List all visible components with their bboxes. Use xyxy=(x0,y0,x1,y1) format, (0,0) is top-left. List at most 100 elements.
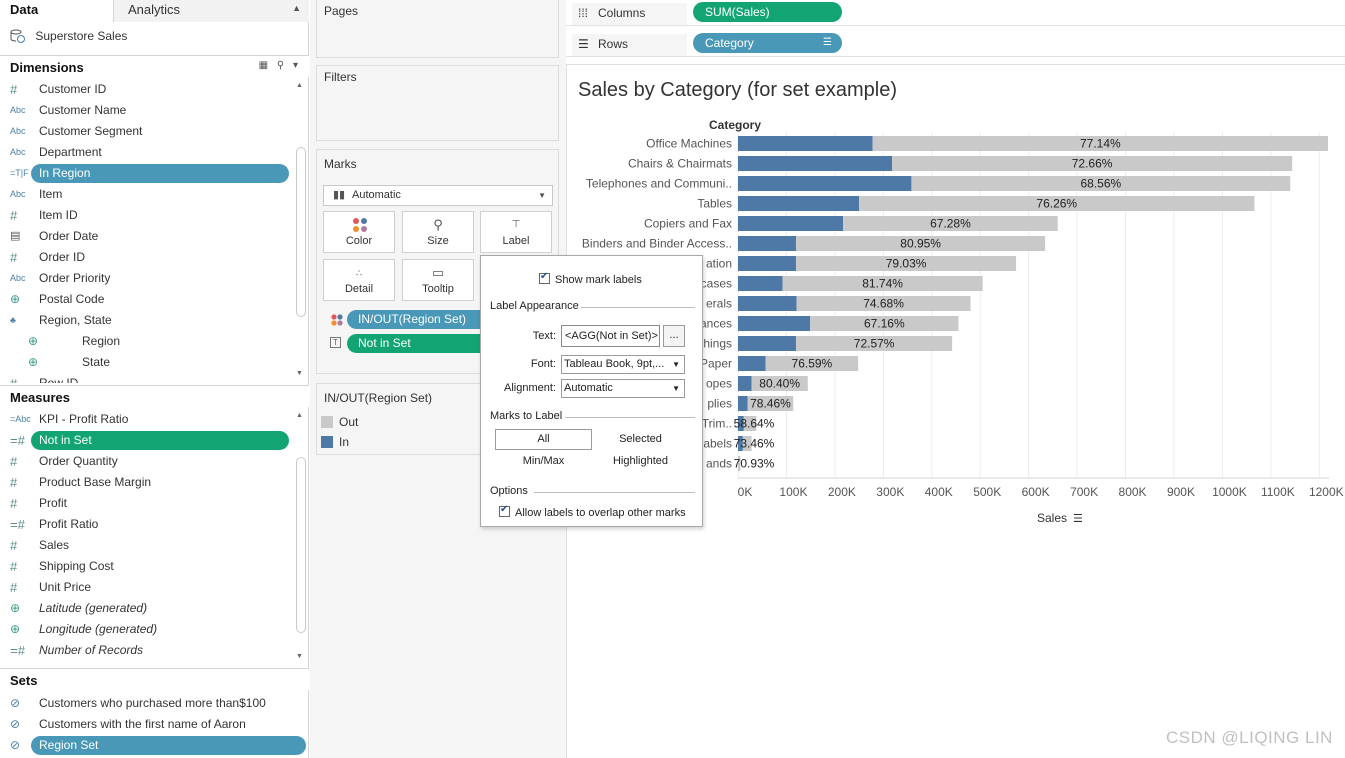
tooltip-button[interactable]: ▭ Tooltip xyxy=(402,259,474,301)
field-unit-price[interactable]: # Unit Price xyxy=(0,577,293,598)
marks-to-label-highlighted[interactable]: Highlighted xyxy=(612,455,669,467)
measures-scroll-thumb[interactable] xyxy=(296,457,306,633)
sum-sales-pill[interactable]: SUM(Sales) xyxy=(693,2,842,22)
field-not-in-set[interactable]: =# Not in Set xyxy=(0,430,293,451)
bool-type-icon: =T|F xyxy=(10,168,29,178)
field-latitude-generated[interactable]: ⊕ Latitude (generated) xyxy=(0,598,293,619)
allow-overlap-checkbox[interactable] xyxy=(499,504,510,517)
data-label: 67.28% xyxy=(930,217,971,231)
label-button[interactable]: ⊤ Label xyxy=(480,211,552,253)
field-item[interactable]: Abc Item xyxy=(0,184,293,205)
legend-label-in: In xyxy=(339,435,350,449)
field-state[interactable]: ⊕ State xyxy=(0,352,293,373)
color-button[interactable]: Color xyxy=(323,211,395,253)
show-mark-labels-checkbox[interactable] xyxy=(539,271,550,284)
dimensions-scrollbar[interactable]: ▲ ▼ xyxy=(294,79,308,383)
field-profit[interactable]: # Profit xyxy=(0,493,293,514)
category-label: ances xyxy=(700,317,732,331)
color-icon xyxy=(353,218,367,232)
scroll-up-icon[interactable]: ▲ xyxy=(296,82,303,89)
scroll-up-icon[interactable]: ▲ xyxy=(296,412,303,419)
show-mark-labels-row[interactable]: Show mark labels xyxy=(539,271,642,286)
set-item[interactable]: ⊘ Customers with the first name of Aaron xyxy=(0,714,309,735)
field-number-of-records[interactable]: =# Number of Records xyxy=(0,640,293,661)
field-order-date[interactable]: ▤ Order Date xyxy=(0,226,293,247)
x-tick-label: 1000K xyxy=(1212,485,1247,499)
alignment-dropdown-value: Automatic xyxy=(564,382,613,394)
field-label: Number of Records xyxy=(39,643,144,657)
field-region-state[interactable]: ♣ Region, State xyxy=(0,310,293,331)
field-longitude-generated[interactable]: ⊕ Longitude (generated) xyxy=(0,619,293,640)
dimensions-title: Dimensions xyxy=(10,60,84,75)
globe-type-icon: ⊕ xyxy=(10,601,21,615)
inout-region-set-pill[interactable]: IN/OUT(Region Set) xyxy=(347,310,497,329)
filters-shelf[interactable]: Filters xyxy=(316,65,559,141)
category-header[interactable]: Category xyxy=(709,118,762,132)
legend-item-in[interactable]: In xyxy=(317,432,558,452)
scroll-down-icon[interactable]: ▼ xyxy=(296,370,303,377)
chevron-down-icon[interactable]: ▾ xyxy=(292,60,301,71)
not-in-set-pill[interactable]: Not in Set xyxy=(347,334,497,353)
scroll-down-icon[interactable]: ▼ xyxy=(296,653,303,660)
measures-header: Measures xyxy=(0,385,309,407)
field-sales[interactable]: # Sales xyxy=(0,535,293,556)
field-order-quantity[interactable]: # Order Quantity xyxy=(0,451,293,472)
measures-scrollbar[interactable]: ▲ ▼ xyxy=(294,409,308,665)
field-postal-code[interactable]: ⊕ Postal Code xyxy=(0,289,293,310)
tab-data[interactable]: Data xyxy=(0,0,113,22)
legend-item-out[interactable]: Out xyxy=(317,412,558,432)
set-item[interactable]: ⊘ Customers who purchased more than$100 xyxy=(0,693,309,714)
font-dropdown[interactable]: Tableau Book, 9pt,... ▼ xyxy=(561,355,685,374)
rows-shelf[interactable]: ☰ Rows Category ☰ xyxy=(566,31,1345,57)
hash-type-icon: # xyxy=(10,373,34,383)
field-product-base-margin[interactable]: # Product Base Margin xyxy=(0,472,293,493)
field-customer-id[interactable]: # Customer ID xyxy=(0,79,293,100)
measures-title: Measures xyxy=(10,390,70,405)
label-label: Label xyxy=(502,235,530,247)
abc-type-icon: Abc xyxy=(10,126,26,136)
marks-to-label-minmax[interactable]: Min/Max xyxy=(522,455,565,467)
x-tick-label: 200K xyxy=(828,485,856,499)
view-list-icon[interactable]: ▦ xyxy=(258,60,272,71)
x-tick-label: 800K xyxy=(1119,485,1147,499)
marks-to-label-all[interactable]: All xyxy=(495,429,592,450)
allow-overlap-row[interactable]: Allow labels to overlap other marks xyxy=(499,504,686,519)
field-order-priority[interactable]: Abc Order Priority xyxy=(0,268,293,289)
globe-type-icon: ⊕ xyxy=(28,355,39,369)
bar-in xyxy=(738,196,860,211)
field-in-region[interactable]: =T|F In Region xyxy=(0,163,293,184)
text-field[interactable]: <AGG(Not in Set)> xyxy=(561,325,660,347)
pages-shelf[interactable]: Pages xyxy=(316,0,559,58)
datasource-item[interactable]: Superstore Sales xyxy=(0,24,309,52)
allow-overlap-label: Allow labels to overlap other marks xyxy=(515,507,686,519)
tab-analytics[interactable]: Analytics ▲ xyxy=(113,0,309,22)
search-icon[interactable]: ⚲ xyxy=(276,60,288,71)
size-button[interactable]: ⚲ Size xyxy=(402,211,474,253)
field-department[interactable]: Abc Department xyxy=(0,142,293,163)
category-label: Binders and Binder Access.. xyxy=(582,237,732,251)
field-row-id[interactable]: # Row ID xyxy=(0,373,293,383)
field-customer-segment[interactable]: Abc Customer Segment xyxy=(0,121,293,142)
marks-to-label-selected[interactable]: Selected xyxy=(619,433,662,445)
set-item[interactable]: ⊘ Region Set xyxy=(0,735,309,756)
data-label: 80.95% xyxy=(900,237,941,251)
alignment-dropdown[interactable]: Automatic ▼ xyxy=(561,379,685,398)
bar-in xyxy=(738,296,797,311)
sets-header: Sets xyxy=(0,668,309,690)
field-customer-name[interactable]: Abc Customer Name xyxy=(0,100,293,121)
field-shipping-cost[interactable]: # Shipping Cost xyxy=(0,556,293,577)
dimensions-scroll-thumb[interactable] xyxy=(296,147,306,317)
field-item-id[interactable]: # Item ID xyxy=(0,205,293,226)
options-title: Options xyxy=(490,485,528,497)
detail-button[interactable]: ∴ Detail xyxy=(323,259,395,301)
field-profit-ratio[interactable]: =# Profit Ratio xyxy=(0,514,293,535)
columns-shelf[interactable]: ⁞⁞⁞ Columns SUM(Sales) xyxy=(566,0,1345,26)
color-encoding-icon xyxy=(331,314,343,326)
field-kpi-profit-ratio[interactable]: =Abc KPI - Profit Ratio xyxy=(0,409,293,430)
text-edit-button[interactable]: ... xyxy=(663,325,685,347)
category-pill[interactable]: Category ☰ xyxy=(693,33,842,53)
rows-shelf-title: ☰ Rows xyxy=(572,34,687,56)
field-region[interactable]: ⊕ Region xyxy=(0,331,293,352)
mark-type-dropdown[interactable]: ▮▮ Automatic ▼ xyxy=(323,185,553,206)
field-order-id[interactable]: # Order ID xyxy=(0,247,293,268)
